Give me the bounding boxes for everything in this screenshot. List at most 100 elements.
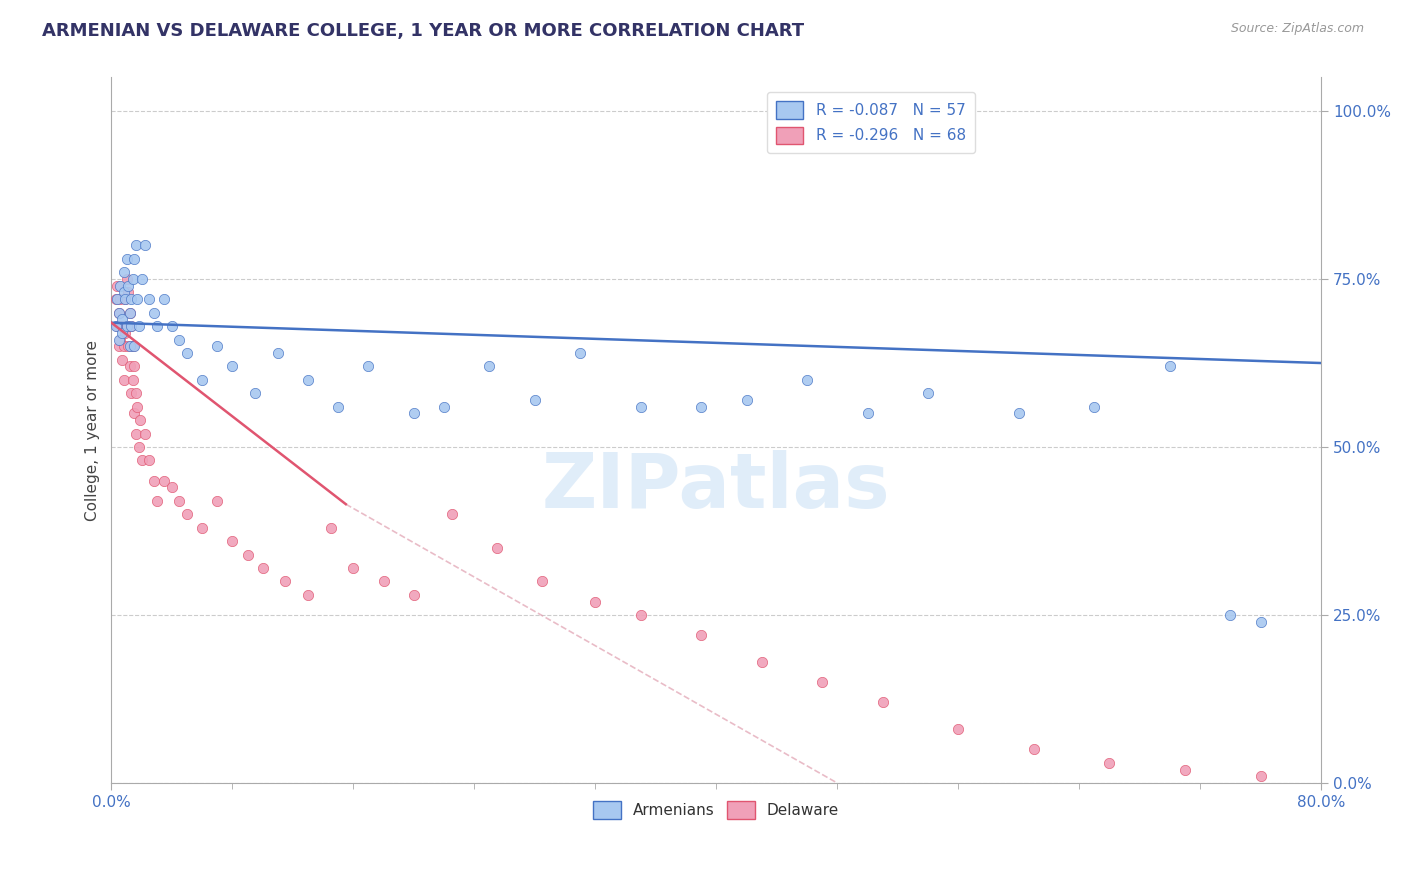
Point <box>124 238 146 252</box>
Point <box>124 386 146 401</box>
Point <box>118 359 141 374</box>
Point <box>176 508 198 522</box>
Point <box>108 305 131 319</box>
Point <box>176 346 198 360</box>
Point <box>108 339 131 353</box>
Point <box>120 292 142 306</box>
Point <box>114 292 136 306</box>
Text: ZIPatlas: ZIPatlas <box>541 450 890 524</box>
Point <box>118 339 141 353</box>
Point <box>108 333 131 347</box>
Point <box>357 359 380 374</box>
Point <box>111 326 134 340</box>
Point <box>207 493 229 508</box>
Point <box>121 373 143 387</box>
Y-axis label: College, 1 year or more: College, 1 year or more <box>86 340 100 521</box>
Point <box>118 305 141 319</box>
Point <box>111 352 134 367</box>
Point <box>112 339 135 353</box>
Point <box>1219 608 1241 623</box>
Point <box>131 272 153 286</box>
Point <box>124 426 146 441</box>
Point <box>1250 769 1272 783</box>
Point <box>134 426 156 441</box>
Point <box>122 339 145 353</box>
Point <box>118 305 141 319</box>
Point <box>267 346 290 360</box>
Point <box>252 561 274 575</box>
Point <box>948 723 970 737</box>
Point <box>523 392 546 407</box>
Point <box>115 252 138 266</box>
Point <box>153 292 176 306</box>
Point <box>630 608 652 623</box>
Point <box>122 252 145 266</box>
Point <box>690 628 713 642</box>
Point <box>121 339 143 353</box>
Point <box>107 278 129 293</box>
Point <box>117 339 139 353</box>
Point <box>319 521 342 535</box>
Point <box>191 521 214 535</box>
Point <box>856 406 879 420</box>
Point <box>146 319 169 334</box>
Point <box>115 319 138 334</box>
Point <box>114 292 136 306</box>
Point <box>110 292 132 306</box>
Point <box>107 319 129 334</box>
Point <box>583 594 606 608</box>
Point <box>1098 756 1121 770</box>
Legend: Armenians, Delaware: Armenians, Delaware <box>588 795 845 825</box>
Point <box>128 440 150 454</box>
Point <box>433 400 456 414</box>
Point <box>134 238 156 252</box>
Point <box>221 534 243 549</box>
Point <box>1008 406 1031 420</box>
Point <box>110 278 132 293</box>
Point <box>373 574 395 589</box>
Point <box>112 265 135 279</box>
Point <box>122 359 145 374</box>
Text: ARMENIAN VS DELAWARE COLLEGE, 1 YEAR OR MORE CORRELATION CHART: ARMENIAN VS DELAWARE COLLEGE, 1 YEAR OR … <box>42 22 804 40</box>
Point <box>1083 400 1105 414</box>
Point <box>402 406 425 420</box>
Point <box>115 272 138 286</box>
Point <box>236 548 259 562</box>
Point <box>142 474 165 488</box>
Point <box>243 386 266 401</box>
Point <box>112 373 135 387</box>
Point <box>122 406 145 420</box>
Point <box>478 359 501 374</box>
Point <box>142 305 165 319</box>
Point <box>169 493 191 508</box>
Point <box>153 474 176 488</box>
Point <box>138 292 160 306</box>
Point <box>690 400 713 414</box>
Point <box>328 400 350 414</box>
Point <box>1250 615 1272 629</box>
Point <box>111 312 134 326</box>
Point <box>207 339 229 353</box>
Point <box>120 319 142 334</box>
Point <box>160 319 183 334</box>
Point <box>111 319 134 334</box>
Point <box>917 386 939 401</box>
Point <box>117 278 139 293</box>
Point <box>129 413 152 427</box>
Point <box>127 400 149 414</box>
Point <box>221 359 243 374</box>
Point <box>811 675 834 690</box>
Text: Source: ZipAtlas.com: Source: ZipAtlas.com <box>1230 22 1364 36</box>
Point <box>735 392 758 407</box>
Point <box>115 319 138 334</box>
Point <box>146 493 169 508</box>
Point <box>569 346 592 360</box>
Point <box>297 588 319 602</box>
Point <box>274 574 297 589</box>
Point <box>342 561 364 575</box>
Point <box>121 272 143 286</box>
Point <box>486 541 509 555</box>
Point <box>160 480 183 494</box>
Point <box>440 508 463 522</box>
Point <box>114 326 136 340</box>
